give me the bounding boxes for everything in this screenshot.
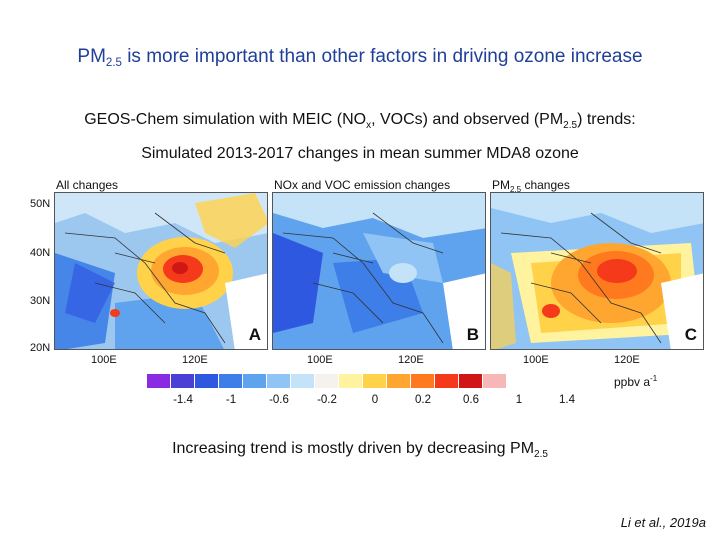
figure-heading: Simulated 2013-2017 changes in mean summ… [141,145,579,162]
map-b: B [272,192,486,350]
colorbar-cell [315,374,339,388]
colorbar-tick-label: 0.6 [463,394,479,406]
colorbar-cell [195,374,219,388]
colorbar-cell [435,374,459,388]
colorbar-cell [339,374,363,388]
panel-letter-b: B [466,325,479,344]
colorbar-tick-label: 0 [371,394,379,406]
colorbar-tick-label: 0.2 [415,394,431,406]
lon-label-a-100e: 100E [91,354,117,366]
colorbar-cell [483,374,507,388]
panel-label-b: NOx and VOC emission changes [274,178,451,192]
colorbar-tick-label: -0.6 [269,394,289,406]
panel-pm25-changes: PM2.5 changes C [490,178,704,352]
lon-label-a-120e: 120E [182,354,208,366]
colorbar-tick-label: -0.2 [317,394,337,406]
colorbar-cell [243,374,267,388]
map-a: A [54,192,268,350]
panel-label-a: All changes [56,178,119,192]
colorbar-cell [219,374,243,388]
lat-label-40n: 40N [30,247,51,259]
colorbar-tick-label: 1.4 [559,394,575,406]
colorbar-cell [171,374,195,388]
lon-label-c-120e: 120E [614,354,640,366]
colorbar-cell [459,374,483,388]
colorbar-tick-label: -1.4 [173,394,193,406]
panel-letter-c: C [684,325,697,344]
map-c: C [490,192,704,350]
colorbar-unit: ppbv a-1 [614,374,658,389]
colorbar-cell [267,374,291,388]
colorbar-cell [387,374,411,388]
lat-label-30n: 30N [30,295,51,307]
colorbar-tick-label: -1 [225,394,237,406]
panel-all-changes: All changes A [54,178,268,352]
lon-label-c-100e: 100E [523,354,549,366]
colorbar-cell [411,374,435,388]
lon-label-b-120e: 120E [398,354,424,366]
map-b-image [273,193,485,349]
panel-letter-a: A [248,325,261,344]
simulation-description: GEOS-Chem simulation with MEIC (NOx, VOC… [84,111,636,131]
colorbar-cell [147,374,171,388]
map-a-image [55,193,267,349]
colorbar [147,374,507,388]
citation: Li et al., 2019a [620,515,706,530]
lat-label-50n: 50N [30,198,51,210]
colorbar-cell [291,374,315,388]
colorbar-tick-label: 1 [515,394,523,406]
panel-emission-changes: NOx and VOC emission changes B [272,178,486,352]
lon-label-b-100e: 100E [307,354,333,366]
slide-title: PM2.5 is more important than other facto… [77,46,643,69]
map-c-image [491,193,703,349]
lat-label-20n: 20N [30,342,51,354]
caption: Increasing trend is mostly driven by dec… [172,440,548,460]
panel-label-c: PM2.5 changes [492,178,570,194]
colorbar-cell [363,374,387,388]
